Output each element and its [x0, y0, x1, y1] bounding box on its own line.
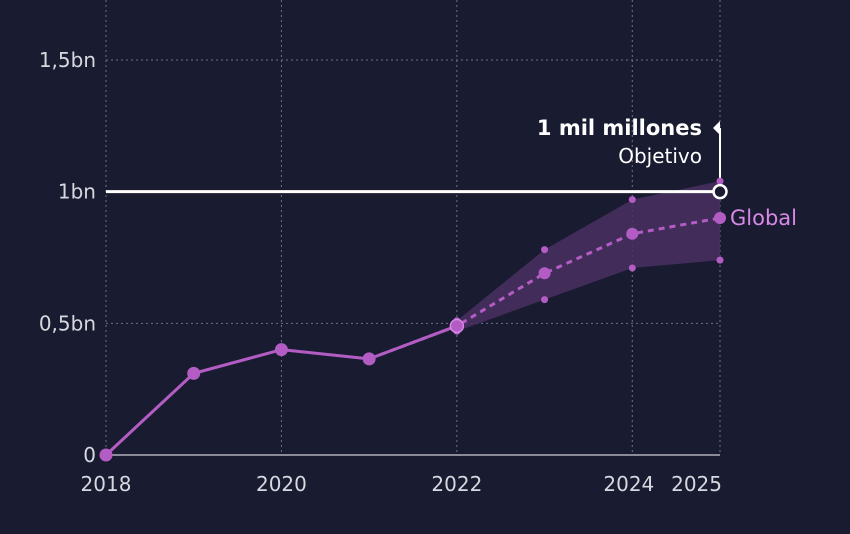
series-actual-point: [274, 343, 288, 357]
series-projection-line: [368, 216, 721, 361]
band-lower-point: [541, 296, 549, 304]
y-tick-label: 1,5bn: [39, 48, 96, 72]
series-projection-point: [538, 267, 551, 280]
band-upper-point: [628, 196, 636, 204]
target-point: [712, 183, 728, 200]
x-tick-label: 2022: [431, 472, 482, 496]
band-upper-point: [541, 246, 549, 254]
series-projection-point: [626, 227, 639, 240]
series-actual-point: [362, 352, 376, 366]
x-tick-label: 2025: [671, 472, 722, 496]
target-arrow-icon: [713, 121, 720, 135]
grid-layer: [105, 0, 721, 456]
band-layer: [456, 181, 720, 332]
series-projection-point: [714, 212, 726, 224]
y-tick-label: 1bn: [58, 180, 96, 204]
y-tick-label: 0: [83, 443, 96, 467]
point-layer: [99, 177, 728, 462]
band-upper-point: [716, 177, 724, 185]
target-layer: 1 mil millones Objetivo: [106, 116, 721, 194]
series-actual-point: [187, 366, 201, 380]
target-label-title: 1 mil millones: [537, 116, 702, 140]
series-label-global: Global: [730, 206, 797, 230]
series-actual-point: [99, 448, 113, 462]
uncertainty-band: [456, 181, 720, 332]
x-tick-label: 2020: [256, 472, 307, 496]
x-tick-label: 2018: [81, 472, 132, 496]
x-tick-label: 2024: [603, 472, 654, 496]
band-lower-point: [716, 256, 724, 264]
target-label-subtitle: Objetivo: [618, 144, 702, 168]
y-tick-label: 0,5bn: [39, 311, 96, 335]
series-join-point: [449, 318, 465, 334]
label-layer: 0 0,5bn 1bn 1,5bn 2018 2020 2022 2024 2025 Global: [39, 48, 797, 496]
band-lower-point: [628, 264, 636, 272]
